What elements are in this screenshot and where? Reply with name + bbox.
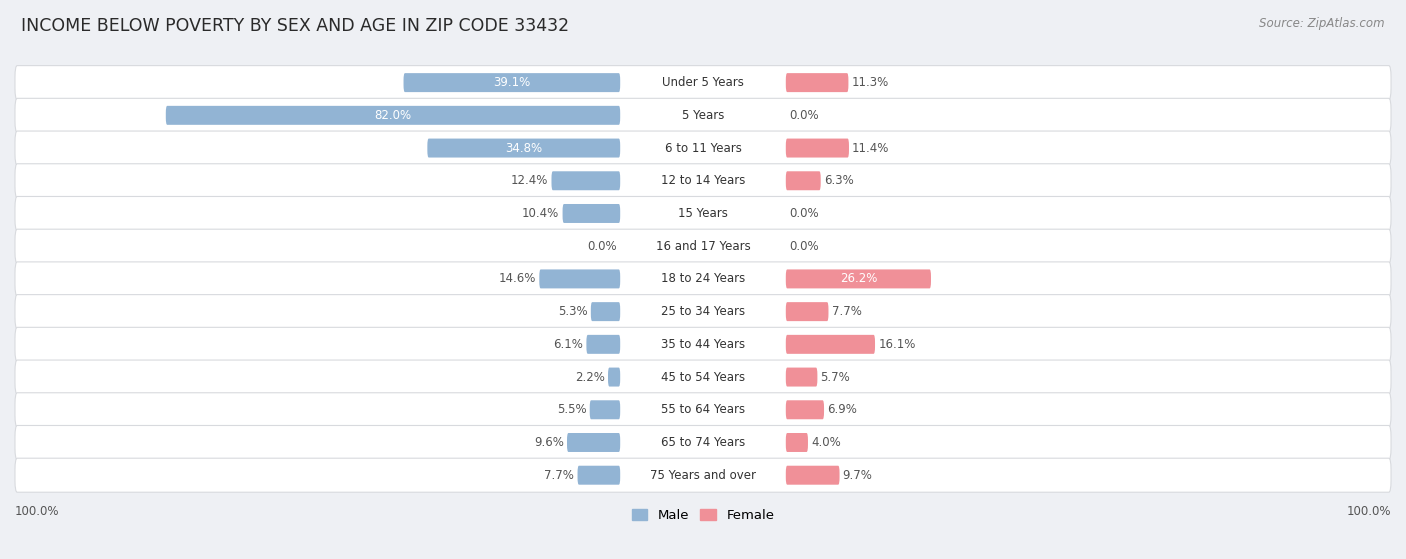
Text: 45 to 54 Years: 45 to 54 Years — [661, 371, 745, 383]
FancyBboxPatch shape — [567, 433, 620, 452]
FancyBboxPatch shape — [15, 65, 1391, 100]
Text: 9.6%: 9.6% — [534, 436, 564, 449]
Text: 0.0%: 0.0% — [588, 240, 617, 253]
FancyBboxPatch shape — [540, 269, 620, 288]
Text: 55 to 64 Years: 55 to 64 Years — [661, 403, 745, 416]
FancyBboxPatch shape — [591, 302, 620, 321]
Text: 11.4%: 11.4% — [852, 141, 890, 154]
Text: 100.0%: 100.0% — [1347, 505, 1391, 518]
Text: 6.1%: 6.1% — [554, 338, 583, 351]
FancyBboxPatch shape — [15, 196, 1391, 230]
FancyBboxPatch shape — [166, 106, 620, 125]
Text: 34.8%: 34.8% — [505, 141, 543, 154]
Text: 12 to 14 Years: 12 to 14 Years — [661, 174, 745, 187]
Text: 7.7%: 7.7% — [832, 305, 862, 318]
Text: 0.0%: 0.0% — [789, 240, 818, 253]
Text: 11.3%: 11.3% — [852, 76, 889, 89]
Text: 75 Years and over: 75 Years and over — [650, 468, 756, 482]
Text: 26.2%: 26.2% — [839, 272, 877, 286]
Text: 16.1%: 16.1% — [879, 338, 915, 351]
FancyBboxPatch shape — [786, 269, 931, 288]
Text: 12.4%: 12.4% — [510, 174, 548, 187]
Text: 35 to 44 Years: 35 to 44 Years — [661, 338, 745, 351]
FancyBboxPatch shape — [15, 393, 1391, 427]
Text: 5.7%: 5.7% — [821, 371, 851, 383]
Text: 0.0%: 0.0% — [789, 109, 818, 122]
FancyBboxPatch shape — [786, 171, 821, 190]
FancyBboxPatch shape — [15, 98, 1391, 132]
Text: 9.7%: 9.7% — [842, 468, 873, 482]
FancyBboxPatch shape — [586, 335, 620, 354]
FancyBboxPatch shape — [15, 458, 1391, 492]
FancyBboxPatch shape — [551, 171, 620, 190]
FancyBboxPatch shape — [786, 335, 875, 354]
FancyBboxPatch shape — [427, 139, 620, 158]
FancyBboxPatch shape — [15, 425, 1391, 459]
Text: Source: ZipAtlas.com: Source: ZipAtlas.com — [1260, 17, 1385, 30]
Text: 16 and 17 Years: 16 and 17 Years — [655, 240, 751, 253]
FancyBboxPatch shape — [15, 360, 1391, 394]
Text: 10.4%: 10.4% — [522, 207, 560, 220]
Text: 6.3%: 6.3% — [824, 174, 853, 187]
Text: 2.2%: 2.2% — [575, 371, 605, 383]
FancyBboxPatch shape — [15, 131, 1391, 165]
Text: 82.0%: 82.0% — [374, 109, 412, 122]
Text: 25 to 34 Years: 25 to 34 Years — [661, 305, 745, 318]
Text: 5 Years: 5 Years — [682, 109, 724, 122]
Text: 0.0%: 0.0% — [789, 207, 818, 220]
FancyBboxPatch shape — [404, 73, 620, 92]
Text: 18 to 24 Years: 18 to 24 Years — [661, 272, 745, 286]
FancyBboxPatch shape — [562, 204, 620, 223]
Text: 100.0%: 100.0% — [15, 505, 59, 518]
Text: 6 to 11 Years: 6 to 11 Years — [665, 141, 741, 154]
Text: 39.1%: 39.1% — [494, 76, 530, 89]
Text: 65 to 74 Years: 65 to 74 Years — [661, 436, 745, 449]
Text: 15 Years: 15 Years — [678, 207, 728, 220]
FancyBboxPatch shape — [15, 328, 1391, 361]
FancyBboxPatch shape — [607, 368, 620, 386]
Text: 5.3%: 5.3% — [558, 305, 588, 318]
FancyBboxPatch shape — [15, 262, 1391, 296]
FancyBboxPatch shape — [15, 229, 1391, 263]
FancyBboxPatch shape — [786, 73, 848, 92]
Legend: Male, Female: Male, Female — [631, 509, 775, 522]
Text: 7.7%: 7.7% — [544, 468, 574, 482]
FancyBboxPatch shape — [786, 368, 817, 386]
Text: 4.0%: 4.0% — [811, 436, 841, 449]
FancyBboxPatch shape — [15, 164, 1391, 198]
FancyBboxPatch shape — [578, 466, 620, 485]
Text: 6.9%: 6.9% — [827, 403, 858, 416]
FancyBboxPatch shape — [786, 433, 808, 452]
FancyBboxPatch shape — [786, 139, 849, 158]
FancyBboxPatch shape — [786, 400, 824, 419]
Text: 5.5%: 5.5% — [557, 403, 586, 416]
FancyBboxPatch shape — [786, 466, 839, 485]
Text: Under 5 Years: Under 5 Years — [662, 76, 744, 89]
FancyBboxPatch shape — [786, 302, 828, 321]
FancyBboxPatch shape — [589, 400, 620, 419]
FancyBboxPatch shape — [15, 295, 1391, 329]
Text: INCOME BELOW POVERTY BY SEX AND AGE IN ZIP CODE 33432: INCOME BELOW POVERTY BY SEX AND AGE IN Z… — [21, 17, 569, 35]
Text: 14.6%: 14.6% — [499, 272, 536, 286]
